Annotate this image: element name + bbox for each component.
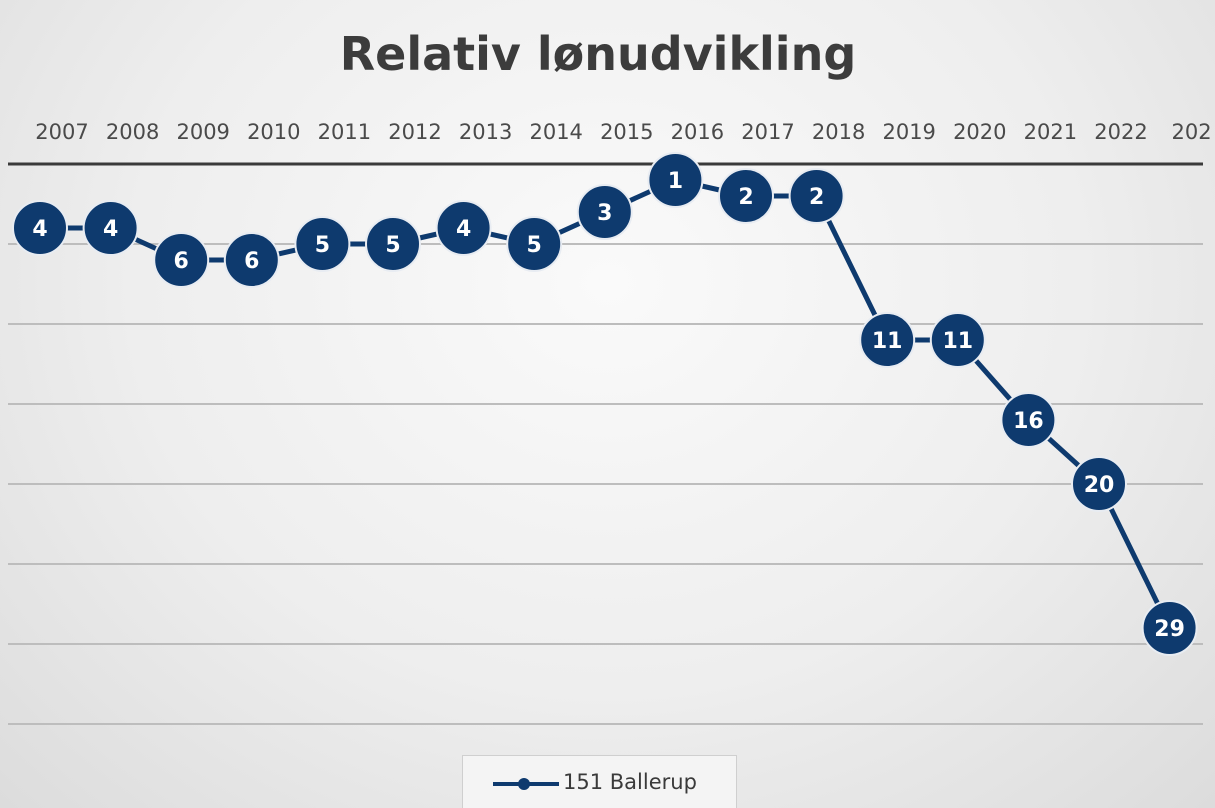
x-tick-label: 2013 [459, 120, 512, 144]
data-point-marker [12, 200, 68, 256]
x-tick-label: 2018 [812, 120, 865, 144]
chart-title: Relativ lønudvikling [340, 27, 857, 81]
legend: 151 Ballerup [462, 755, 737, 808]
data-label: 4 [32, 217, 47, 242]
legend-series-name: 151 Ballerup [563, 770, 697, 794]
data-point-marker [506, 216, 563, 272]
data-point-marker [294, 216, 351, 272]
data-label: 5 [315, 233, 330, 258]
x-tick-label: 2012 [388, 120, 441, 144]
x-tick-label: 2008 [106, 120, 159, 144]
data-point-marker [1071, 456, 1127, 512]
x-tick-labels: 2007 2008 2009 2010 2011 2012 2013 2014 2015 2016… [35, 120, 1211, 144]
data-point-marker [435, 200, 492, 256]
data-label: 3 [597, 201, 612, 226]
data-point-marker [1000, 392, 1057, 448]
data-point-marker [1141, 600, 1198, 656]
data-label: 1 [668, 169, 683, 194]
data-points: 4 4 6 6 5 5 4 5 3 1 2 2 11 11 16 20 29 [12, 152, 1198, 656]
data-label: 4 [456, 217, 471, 242]
x-tick-label: 2020 [953, 120, 1006, 144]
data-label: 16 [1013, 409, 1044, 434]
data-point-marker [365, 216, 421, 272]
data-label: 5 [527, 233, 542, 258]
data-point-marker [647, 152, 704, 208]
data-label: 2 [738, 185, 753, 210]
data-point-marker [718, 168, 774, 224]
data-label: 11 [942, 329, 973, 354]
data-label: 29 [1154, 617, 1185, 642]
x-tick-label: 2017 [741, 120, 794, 144]
data-point-marker [859, 312, 916, 368]
data-point-marker [82, 200, 139, 256]
data-label: 11 [872, 329, 903, 354]
x-tick-label: 2019 [882, 120, 935, 144]
data-label: 6 [244, 249, 259, 274]
x-tick-label: 2016 [671, 120, 724, 144]
x-tick-label: 2015 [600, 120, 653, 144]
data-label: 20 [1084, 473, 1115, 498]
data-label: 2 [809, 185, 824, 210]
data-point-marker [153, 232, 210, 288]
legend-marker-icon [518, 778, 530, 790]
data-label: 5 [385, 233, 400, 258]
data-label: 4 [103, 217, 118, 242]
x-tick-label: 2022 [1094, 120, 1147, 144]
x-tick-label: 2009 [176, 120, 229, 144]
data-point-marker [929, 312, 986, 368]
x-tick-label: 202 [1172, 120, 1212, 144]
data-point-marker [576, 184, 633, 240]
data-point-marker [788, 168, 845, 224]
data-label: 6 [174, 249, 189, 274]
x-tick-label: 2007 [35, 120, 88, 144]
gridlines [8, 243, 1203, 725]
x-tick-label: 2010 [247, 120, 300, 144]
x-tick-label: 2014 [529, 120, 582, 144]
data-point-marker [223, 232, 280, 288]
x-tick-label: 2011 [318, 120, 371, 144]
x-tick-label: 2021 [1024, 120, 1077, 144]
